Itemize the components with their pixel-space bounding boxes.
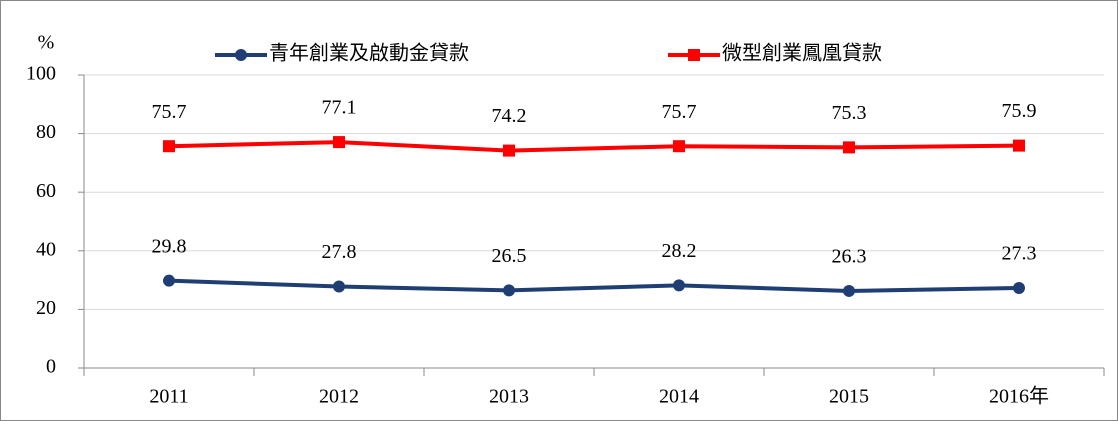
legend-marker bbox=[688, 49, 700, 61]
data-point bbox=[163, 140, 175, 153]
data-point bbox=[673, 279, 685, 292]
y-axis-label: % bbox=[38, 32, 55, 54]
data-label: 27.8 bbox=[322, 241, 357, 263]
y-tick-label: 100 bbox=[26, 63, 56, 85]
data-label: 28.2 bbox=[662, 240, 697, 262]
data-label: 75.7 bbox=[662, 101, 697, 123]
y-tick-label: 20 bbox=[36, 297, 56, 319]
y-tick-label: 40 bbox=[36, 238, 56, 260]
legend-label: 青年創業及啟動金貸款 bbox=[269, 42, 469, 65]
x-tick-label: 2015 bbox=[829, 386, 869, 408]
data-point bbox=[673, 140, 685, 153]
data-point bbox=[333, 136, 345, 149]
data-label: 27.3 bbox=[1002, 243, 1037, 265]
y-tick-label: 80 bbox=[36, 121, 56, 143]
data-point bbox=[503, 144, 515, 157]
data-point bbox=[1013, 139, 1025, 152]
data-point bbox=[843, 141, 855, 154]
data-label: 26.3 bbox=[832, 246, 867, 268]
y-tick-label: 60 bbox=[36, 180, 56, 202]
data-label: 74.2 bbox=[492, 105, 527, 127]
data-label: 75.7 bbox=[152, 101, 187, 123]
data-point bbox=[1013, 282, 1025, 295]
data-label: 77.1 bbox=[322, 97, 357, 119]
x-tick-label: 2013 bbox=[489, 386, 529, 408]
series-line bbox=[168, 278, 1020, 293]
x-tick-label: 2016年 bbox=[989, 385, 1049, 408]
data-point bbox=[503, 284, 515, 297]
data-label: 75.9 bbox=[1002, 100, 1037, 122]
data-label: 29.8 bbox=[152, 235, 187, 257]
data-point bbox=[843, 284, 855, 297]
data-label: 75.3 bbox=[832, 102, 867, 124]
legend-label: 微型創業鳳凰貸款 bbox=[722, 42, 882, 65]
y-tick-label: 0 bbox=[46, 356, 56, 378]
x-tick-label: 2014 bbox=[659, 386, 699, 408]
data-point bbox=[333, 280, 345, 293]
data-label: 26.5 bbox=[492, 245, 527, 267]
legend-marker bbox=[235, 49, 247, 61]
series-line bbox=[168, 140, 1020, 153]
x-tick-label: 2012 bbox=[319, 386, 359, 408]
data-point bbox=[163, 274, 175, 287]
x-tick-label: 2011 bbox=[149, 386, 188, 408]
